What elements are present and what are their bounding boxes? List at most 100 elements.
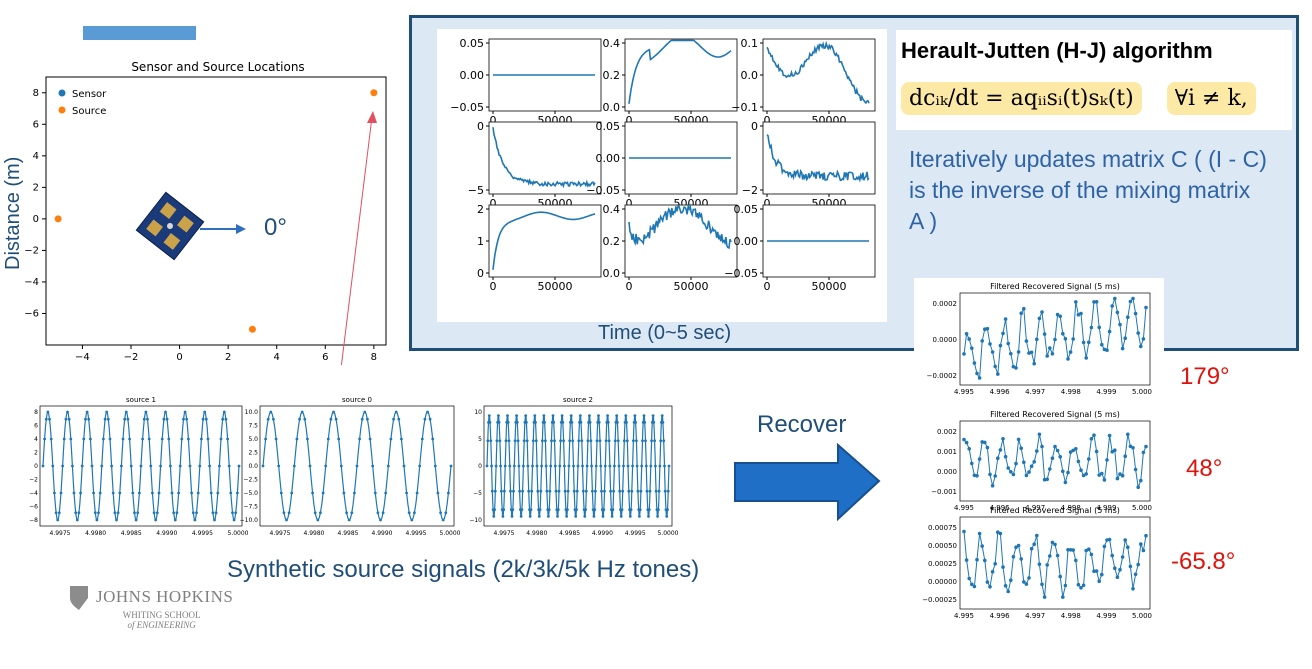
grid-series-line [628, 203, 732, 249]
logo-line1: JOHNS HOPKINS [96, 587, 234, 606]
grid-y-tick: 0.00 [734, 235, 759, 248]
grid-x-tick: 50000 [538, 280, 573, 293]
recovered-x-tick: 4.998 [1061, 612, 1081, 618]
source-y-tick: 10.0 [245, 409, 259, 416]
x-tick-label: 0 [176, 352, 182, 363]
y-tick-label: −2 [24, 245, 39, 256]
recovered-y-tick: 0.001 [937, 448, 957, 456]
recovered-y-tick: −0.00025 [922, 596, 957, 604]
recovered-y-tick: 0.00075 [928, 524, 957, 532]
grid-y-tick: 0.4 [603, 203, 621, 216]
source-y-tick: −6 [29, 504, 38, 511]
source-y-tick: 5 [478, 436, 482, 443]
location-legend: Sensor Source [58, 89, 107, 117]
recovered-signal-line [963, 531, 1147, 598]
source-y-tick: 5.0 [248, 436, 258, 443]
grid-x-tick: 0 [764, 197, 771, 210]
grid-x-tick: 0 [490, 280, 497, 293]
source-y-tick: −10 [469, 517, 482, 524]
source-y-tick: 0 [478, 463, 482, 470]
location-x-ticks: −4 −2 0 2 4 6 8 [75, 345, 377, 363]
source-y-tick: 6 [34, 423, 38, 430]
x-tick-label: 4 [274, 352, 280, 363]
grid-y-tick: −0.05 [724, 267, 758, 280]
source-x-tick: 4.9980 [304, 530, 325, 537]
legend-sensor-label: Sensor [72, 89, 107, 100]
source-y-tick: 2.5 [248, 450, 258, 457]
location-plot: Sensor and Source Locations −4 −2 0 2 4 6 8 8 6… [24, 60, 387, 365]
y-tick-label: −4 [24, 277, 39, 288]
grid-x-tick: 0 [764, 114, 771, 127]
location-plot-frame [45, 76, 387, 346]
recovered-plot-frame [959, 516, 1151, 610]
legend-source-label: Source [72, 106, 106, 117]
recovered-plot-title: Filtered Recovered Signal (5 ms) [990, 506, 1120, 515]
recovered-x-tick: 4.999 [1096, 388, 1116, 396]
source-signal-line [262, 410, 452, 522]
jhu-logo: JOHNS HOPKINS WHITING SCHOOL of ENGINEER… [68, 584, 233, 630]
hj-formula: dcᵢₖ/dt = aqᵢᵢsᵢ(t)sₖ(t) ∀i ≠ k, [901, 82, 1256, 118]
recovered-y-tick: 0.00025 [928, 560, 957, 568]
source-x-tick: 4.9995 [406, 530, 427, 537]
source-pointer-line [340, 116, 373, 365]
source-y-tick: 0.0 [248, 463, 258, 470]
grid-y-tick: 0.0 [603, 267, 621, 280]
source-y-tick: −5 [473, 490, 482, 497]
grid-plot-frame [488, 204, 602, 278]
grid-y-tick: 0 [477, 267, 484, 280]
recovered-x-tick: 4.997 [1025, 612, 1045, 618]
grid-y-tick: −0.1 [731, 101, 758, 114]
source-y-tick: 4 [34, 436, 38, 443]
source-y-tick: 0 [34, 463, 38, 470]
recovered-x-tick: 4.996 [990, 388, 1011, 396]
source-y-tick: −10.0 [240, 517, 259, 524]
source-marker [370, 89, 378, 97]
grid-y-tick: 0.05 [460, 37, 485, 50]
x-tick-label: −4 [75, 352, 90, 363]
y-tick-label: 2 [33, 182, 39, 193]
grid-series-line [492, 127, 596, 189]
source-y-tick: −2 [29, 477, 38, 484]
grid-y-tick: 0.05 [596, 120, 621, 133]
grid-plot-frame [624, 38, 738, 112]
source-x-tick: 4.9975 [494, 530, 515, 537]
recovered-plot-title: Filtered Recovered Signal (5 ms) [990, 282, 1120, 291]
recovered-x-tick: 4.995 [954, 388, 974, 396]
hj-formula-condition: ∀i ≠ k, [1166, 82, 1256, 115]
grid-y-tick: 0.2 [603, 235, 621, 248]
grid-x-tick: 0 [490, 197, 497, 210]
x-tick-label: 6 [322, 352, 328, 363]
recovered-x-tick: 4.998 [1061, 388, 1081, 396]
source-marker [54, 215, 62, 223]
grid-y-tick: 2 [477, 203, 484, 216]
grid-y-tick: 0.4 [603, 37, 621, 50]
recovered-x-tick: 5.000 [1132, 504, 1152, 512]
y-tick-label: 8 [33, 88, 39, 99]
recovered-signal-plots: Filtered Recovered Signal (5 ms) 0.0002 0.… [914, 278, 1164, 618]
source-y-tick: −4 [29, 490, 38, 497]
recovered-y-tick: 0.0000 [933, 336, 958, 344]
grid-x-tick: 0 [626, 114, 633, 127]
recovered-y-tick: 0.002 [937, 428, 957, 436]
grid-y-tick: 0.0 [741, 69, 759, 82]
x-tick-label: −2 [124, 352, 139, 363]
x-tick-label: 2 [225, 352, 231, 363]
recovered-angle-1: 179° [1180, 363, 1230, 390]
grid-y-tick: 0.05 [734, 203, 759, 216]
grid-y-tick: −2 [742, 184, 758, 197]
source-y-tick: −5.0 [243, 490, 258, 497]
recovered-signal-line [963, 433, 1147, 490]
grid-plot-frame [762, 121, 876, 195]
logo-line2: WHITING SCHOOL [122, 610, 201, 620]
source-signal-line [486, 415, 670, 517]
source-x-tick: 4.9995 [192, 530, 213, 537]
y-tick-label: 0 [33, 214, 39, 225]
grid-y-tick: −5 [468, 184, 484, 197]
grid-y-tick: 0.0 [603, 101, 621, 114]
recovered-x-tick: 4.998 [1061, 504, 1081, 512]
grid-y-tick: 0 [751, 120, 758, 133]
location-plot-title: Sensor and Source Locations [131, 60, 304, 74]
source-marker [248, 325, 256, 333]
source-x-tick: 4.9990 [372, 530, 393, 537]
